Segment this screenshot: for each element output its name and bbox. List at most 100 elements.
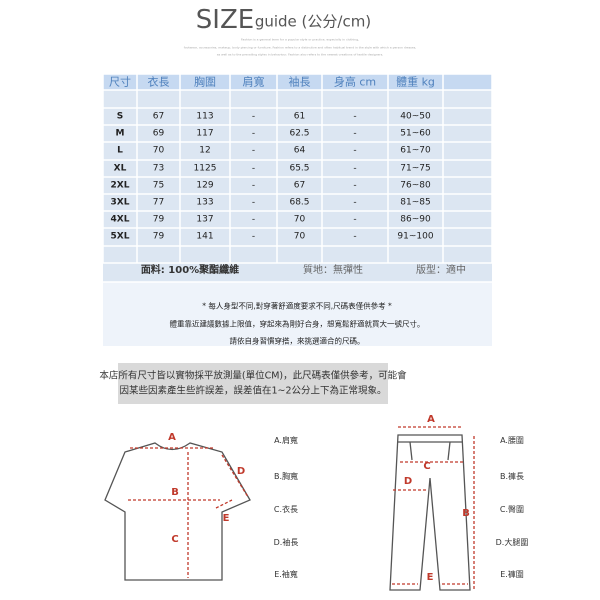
legend: A.肩寬: [274, 436, 298, 445]
texture: 質地：無彈性: [303, 265, 363, 276]
table-cell: 117: [196, 128, 214, 138]
table-cell: 71~75: [400, 163, 431, 173]
table-cell: 79: [152, 214, 165, 224]
legend: E.袖寬: [274, 570, 298, 579]
legend: C.臀圍: [499, 505, 525, 514]
legend: A.腰圍: [500, 436, 524, 445]
table-cell: 75: [152, 180, 165, 190]
table-cell: 69: [152, 128, 165, 138]
table-cell: M: [115, 128, 125, 138]
table-cell: -: [353, 163, 357, 173]
column-header: 身高 cm: [333, 75, 377, 89]
disclaimer-box: [118, 363, 388, 404]
legend: E.褲圍: [500, 570, 524, 579]
table-cell: 70: [152, 145, 165, 156]
table-cell: -: [251, 197, 256, 207]
legend: C.衣長: [273, 505, 299, 514]
pants-waistband: [398, 441, 462, 461]
table-cell: -: [251, 231, 256, 242]
table-cell: -: [251, 145, 256, 156]
marker: B: [462, 508, 470, 519]
column-header: 尺寸: [109, 75, 131, 89]
table-cell: 141: [196, 231, 214, 242]
table-cell: 12: [199, 145, 211, 156]
table-cell: 113: [196, 111, 214, 121]
marker: A: [168, 432, 176, 443]
table-cell: 73: [152, 163, 165, 173]
disclaimer: 本店所有尺寸皆以實物採平放測量(單位CM)，此尺碼表僅供參考，可能會: [99, 370, 407, 382]
table-cell: -: [353, 180, 357, 190]
legend: D.袖長: [273, 538, 299, 547]
shirt-outline: [104, 434, 471, 591]
pants-outline: [389, 434, 471, 591]
table-cell: 61~70: [400, 145, 431, 156]
table-cell: 129: [196, 180, 214, 190]
table-cell: 65.5: [289, 163, 310, 173]
table-cell: -: [353, 128, 357, 138]
table-cell: -: [251, 128, 256, 138]
table-cell: L: [117, 145, 123, 156]
table-cell: -: [353, 214, 357, 224]
table-cell: 62.5: [289, 128, 310, 138]
tagline: as well as to the prevailing styles in b…: [216, 52, 384, 57]
marker: C: [171, 534, 179, 545]
table-cell: 76~80: [400, 180, 431, 190]
column-header: 衣長: [147, 75, 170, 89]
measure-lines: [128, 426, 475, 590]
subtitle: guide (公分/cm): [254, 12, 372, 31]
table-cell: -: [251, 111, 256, 121]
table-cell: 68.5: [289, 197, 310, 207]
table-cell: -: [251, 214, 256, 224]
table-cell: 77: [152, 197, 165, 207]
legend: B.褲長: [499, 472, 525, 481]
table-cell: -: [251, 163, 256, 173]
marker: D: [403, 476, 413, 487]
legend: B.胸寬: [273, 472, 299, 481]
table-cell: 70: [293, 214, 306, 224]
table-cell: 67: [293, 180, 306, 190]
disclaimer: 因某些因素產生些許誤差，誤差值在1~2公分上下為正常現象。: [119, 385, 387, 397]
table-cell: S: [116, 111, 124, 121]
notes-bg: [103, 282, 492, 346]
table-cell: 40~50: [400, 111, 431, 121]
table-cell: -: [353, 111, 357, 121]
table-header-bg: [103, 74, 492, 90]
table-cell: 61: [293, 111, 306, 121]
column-header: 袖長: [288, 75, 311, 89]
tagline: footwear, accessories, makeup, body pier…: [183, 45, 417, 50]
marker: B: [171, 487, 179, 498]
table-cell: 4XL: [110, 214, 130, 224]
table-cell: 3XL: [110, 197, 130, 207]
note: 體重靠近建議數據上限值，穿起來為剛好合身，想寬鬆舒適就買大一號尺寸。: [169, 319, 425, 329]
table-cell: 70: [293, 231, 306, 242]
table-cell: 79: [152, 231, 165, 242]
fabric: 面料: 100%聚酯纖維: [140, 265, 240, 276]
table-cell: 67: [152, 111, 165, 121]
table-cell: -: [353, 197, 357, 207]
table-cell: 86~90: [400, 214, 431, 224]
table-cell: 81~85: [400, 197, 431, 207]
table-cell: 137: [196, 214, 214, 224]
title: SIZE: [195, 5, 255, 35]
table-cell: XL: [113, 163, 127, 173]
marker: D: [236, 466, 246, 477]
column-header: 胸圍: [194, 75, 216, 89]
marker: C: [423, 461, 431, 472]
marker: E: [222, 513, 230, 524]
table-cell: -: [353, 231, 357, 242]
legend: D.大腿圍: [495, 538, 529, 547]
marker: A: [427, 414, 435, 425]
table-cell: 133: [196, 197, 214, 207]
table-cell: 2XL: [110, 180, 130, 190]
note: * 每人身型不同,對穿著舒適度要求不同,尺碼表僅供參考 *: [202, 301, 392, 311]
table-cell: -: [251, 180, 256, 190]
fit: 版型：適中: [416, 265, 466, 276]
table-cell: 64: [293, 145, 306, 156]
table-cell: 5XL: [110, 231, 130, 242]
table-cell: 1125: [193, 163, 217, 173]
marker: E: [426, 572, 434, 583]
table-cell: -: [353, 145, 357, 156]
column-header: 體重 kg: [396, 75, 435, 89]
note: 請依自身習慣穿搭，來挑選適合的尺碼。: [229, 336, 365, 346]
